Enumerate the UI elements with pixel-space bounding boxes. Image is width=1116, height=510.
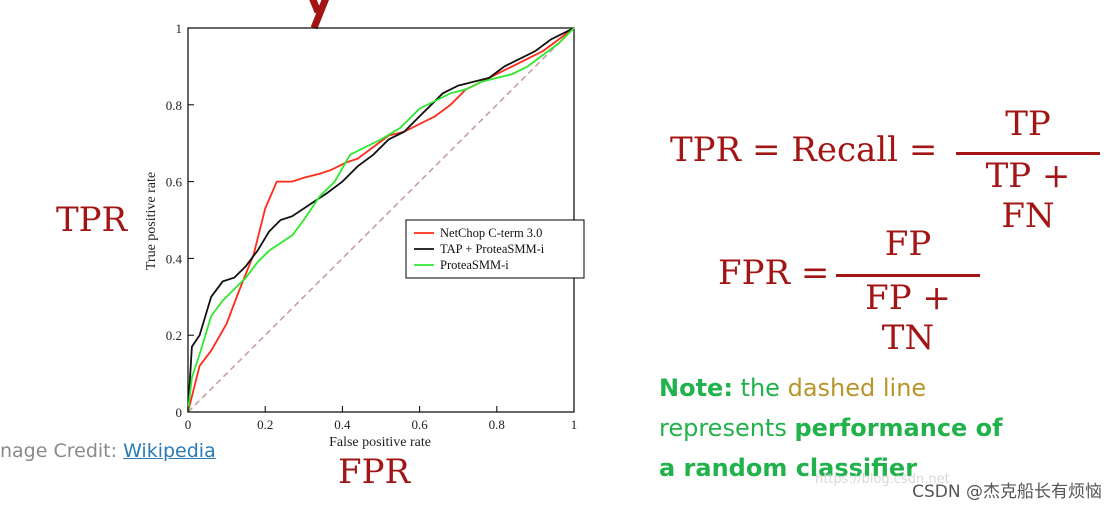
chart-series bbox=[187, 27, 575, 413]
y-tick-label: 0 bbox=[176, 405, 183, 420]
note-text-1: the bbox=[732, 374, 788, 402]
note-bold-1: performance of bbox=[794, 414, 1003, 442]
fpr-formula-lhs: FPR = bbox=[718, 253, 830, 293]
watermark-url: https://blog.csdn.net bbox=[815, 472, 950, 487]
random-classifier-line bbox=[187, 27, 575, 413]
roc-series-line bbox=[187, 27, 575, 413]
legend-box bbox=[405, 219, 585, 279]
roc-chart: 0 0.2 0.4 0.6 0.8 1 0 0.2 0.4 0.6 0.8 1 False posit… bbox=[144, 21, 585, 450]
legend-label: NetChop C-term 3.0 bbox=[440, 226, 542, 240]
x-tick-label: 0.4 bbox=[334, 417, 351, 432]
x-tick-label: 0.2 bbox=[257, 417, 273, 432]
csdn-watermark: CSDN @杰克船长有烦恼 bbox=[912, 482, 1102, 502]
legend-label: ProteaSMM-i bbox=[440, 258, 509, 272]
tpr-fraction-bar bbox=[956, 152, 1100, 155]
image-credit: nage Credit: Wikipedia bbox=[0, 440, 216, 462]
note-text: Note: the dashed line represents perform… bbox=[659, 368, 1079, 488]
note-bold-2: a random classifier bbox=[659, 454, 918, 482]
fpr-bottom-label: FPR bbox=[338, 452, 411, 492]
x-tick-label: 1 bbox=[571, 417, 578, 432]
cropped-title-fragment bbox=[300, 0, 340, 32]
x-tick-label: 0 bbox=[185, 417, 192, 432]
x-tick-label: 0.8 bbox=[489, 417, 505, 432]
cropped-title-glyph bbox=[309, 0, 329, 30]
fpr-denominator: FP + TN bbox=[865, 278, 951, 358]
note-text-2: represents bbox=[659, 414, 795, 442]
y-tick-label: 0.2 bbox=[166, 328, 182, 343]
legend-label: TAP + ProteaSMM-i bbox=[440, 242, 545, 256]
fpr-numerator: FP bbox=[884, 224, 932, 264]
note-label: Note: bbox=[659, 374, 733, 402]
y-tick-label: 0.4 bbox=[166, 251, 183, 266]
tpr-denominator: TP + FN bbox=[985, 156, 1071, 236]
fpr-fraction-bar bbox=[836, 274, 980, 277]
y-tick-label: 0.6 bbox=[166, 175, 183, 190]
y-axis-label: True positive rate bbox=[144, 172, 159, 270]
tpr-numerator: TP bbox=[1005, 104, 1051, 144]
x-tick-label: 0.6 bbox=[411, 417, 428, 432]
note-dashed-line-phrase: dashed line bbox=[787, 374, 927, 402]
roc-series-line bbox=[187, 27, 575, 413]
y-tick-label: 0.8 bbox=[166, 98, 182, 113]
chart-ticks: 0 0.2 0.4 0.6 0.8 1 0 0.2 0.4 0.6 0.8 1 bbox=[166, 21, 578, 432]
chart-legend: NetChop C-term 3.0 TAP + ProteaSMM-i Prote… bbox=[405, 219, 585, 279]
tpr-formula-lhs: TPR = Recall = bbox=[670, 130, 938, 170]
x-axis-label: False positive rate bbox=[329, 435, 431, 450]
y-tick-label: 1 bbox=[176, 21, 183, 36]
credit-prefix: nage Credit: bbox=[0, 440, 124, 462]
tpr-side-label: TPR bbox=[56, 200, 128, 240]
roc-series-line bbox=[187, 27, 575, 413]
wikipedia-link[interactable]: Wikipedia bbox=[123, 440, 216, 462]
